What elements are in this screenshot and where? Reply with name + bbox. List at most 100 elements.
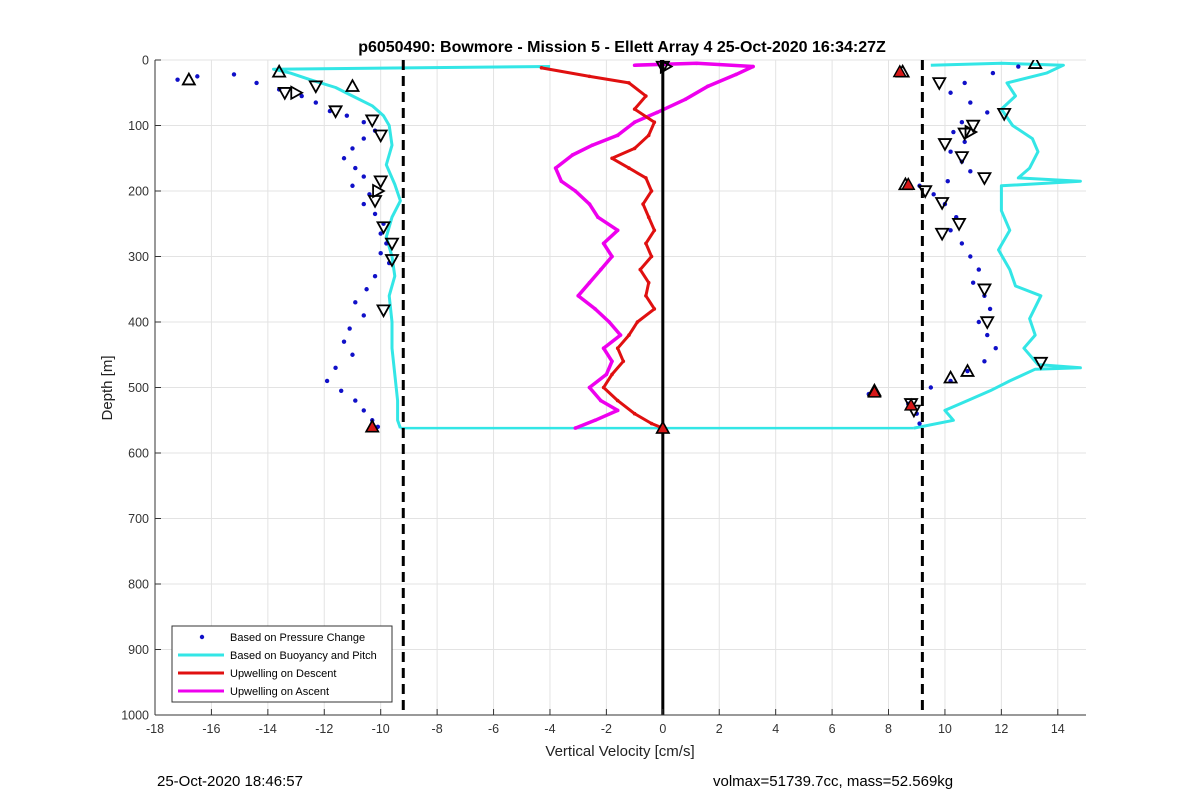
point-upwelling-descent <box>627 333 631 337</box>
point-pressure-change <box>341 156 347 161</box>
x-tick-label: -12 <box>315 722 333 736</box>
point-pressure-change <box>968 100 973 105</box>
x-tick-label: 8 <box>885 722 892 736</box>
marker-down-triangle <box>976 283 992 298</box>
point-pressure-change <box>965 368 970 374</box>
point-pressure-change <box>372 273 378 279</box>
point-upwelling-ascent <box>655 110 659 115</box>
x-tick-label: -4 <box>544 722 555 736</box>
marker-down-triangle <box>934 227 950 242</box>
point-pressure-change <box>353 165 358 171</box>
series-line-buoyancy-descent <box>272 65 551 429</box>
point-pressure-change <box>231 72 237 77</box>
x-tick-label: -18 <box>146 722 164 736</box>
point-pressure-change <box>962 139 967 145</box>
point-upwelling-ascent <box>618 333 623 337</box>
point-upwelling-ascent <box>751 64 755 69</box>
point-pressure-change <box>993 346 998 351</box>
y-tick-label: 100 <box>128 119 149 133</box>
x-tick-label: 6 <box>829 722 836 736</box>
point-pressure-change <box>364 287 369 292</box>
point-pressure-change <box>968 254 973 259</box>
y-tick-label: 600 <box>128 447 149 461</box>
x-tick-label: -14 <box>259 722 277 736</box>
point-pressure-change <box>254 80 259 86</box>
point-upwelling-ascent <box>610 254 614 259</box>
point-upwelling-descent <box>632 411 637 416</box>
marker-down-triangle <box>1033 356 1049 371</box>
point-pressure-change <box>917 421 922 426</box>
point-upwelling-ascent <box>596 215 600 219</box>
point-upwelling-descent <box>652 307 657 311</box>
point-upwelling-ascent <box>598 267 603 272</box>
marker-red-triangle <box>901 177 916 190</box>
x-tick-label: -16 <box>202 722 220 736</box>
marker-down-triangle <box>917 185 933 199</box>
point-upwelling-descent <box>632 107 637 111</box>
point-upwelling-ascent <box>683 97 688 102</box>
point-upwelling-descent <box>621 359 626 364</box>
point-upwelling-descent <box>652 120 657 125</box>
y-tick-label: 800 <box>128 578 149 592</box>
point-pressure-change <box>985 332 990 338</box>
point-pressure-change <box>1016 64 1021 69</box>
point-upwelling-ascent <box>559 179 564 183</box>
point-pressure-change <box>987 306 993 312</box>
point-upwelling-descent <box>610 156 614 161</box>
marker-red-triangle <box>655 420 671 434</box>
marker-down-triangle <box>375 221 392 235</box>
point-pressure-change <box>350 352 355 357</box>
x-tick-label: 4 <box>772 722 779 736</box>
point-upwelling-descent <box>646 215 651 219</box>
marker-down-triangle <box>384 237 400 252</box>
point-pressure-change <box>195 74 200 79</box>
point-upwelling-ascent <box>573 189 578 193</box>
marker-red-triangle <box>903 397 919 411</box>
point-upwelling-ascent <box>598 398 603 403</box>
point-upwelling-descent <box>539 66 544 70</box>
point-pressure-change <box>976 319 981 325</box>
marker-down-triangle <box>996 108 1012 122</box>
x-tick-label: 10 <box>938 722 952 736</box>
point-pressure-change <box>931 192 936 197</box>
marker-up-triangle <box>181 71 197 86</box>
marker-up-triangle <box>959 363 976 377</box>
point-pressure-change <box>361 408 366 413</box>
x-axis-label: Vertical Velocity [cm/s] <box>545 743 694 760</box>
y-tick-label: 300 <box>128 250 149 264</box>
point-pressure-change <box>341 339 347 344</box>
point-pressure-change <box>350 146 355 151</box>
series-line-buoyancy-ascent <box>913 61 1082 430</box>
marker-down-triangle <box>931 77 947 91</box>
marker-down-triangle <box>934 197 950 211</box>
point-upwelling-ascent <box>573 426 578 430</box>
point-pressure-change <box>361 313 366 318</box>
marker-right-triangle <box>659 60 674 75</box>
marker-down-triangle <box>308 80 324 95</box>
marker-red-triangle <box>892 64 907 78</box>
legend-label: Upwelling on Ascent <box>230 686 329 698</box>
point-upwelling-descent <box>646 133 651 138</box>
point-pressure-change <box>948 228 953 233</box>
point-upwelling-descent <box>641 202 645 206</box>
point-upwelling-ascent <box>615 408 620 413</box>
x-tick-label: 2 <box>716 722 723 736</box>
legend-label: Upwelling on Descent <box>230 668 336 680</box>
point-pressure-change <box>948 149 953 154</box>
point-upwelling-descent <box>649 189 654 193</box>
y-tick-label: 200 <box>128 185 149 199</box>
marker-down-triangle <box>979 316 995 330</box>
point-upwelling-ascent <box>632 63 637 68</box>
point-pressure-change <box>372 211 378 217</box>
point-pressure-change <box>344 113 350 118</box>
marker-down-triangle <box>373 129 389 144</box>
point-pressure-change <box>350 183 355 188</box>
marker-down-triangle <box>937 138 953 152</box>
point-pressure-change <box>339 388 344 393</box>
point-upwelling-descent <box>638 267 643 272</box>
y-axis-label: Depth [m] <box>99 355 116 420</box>
point-upwelling-ascent <box>601 241 606 246</box>
point-pressure-change <box>313 100 319 105</box>
